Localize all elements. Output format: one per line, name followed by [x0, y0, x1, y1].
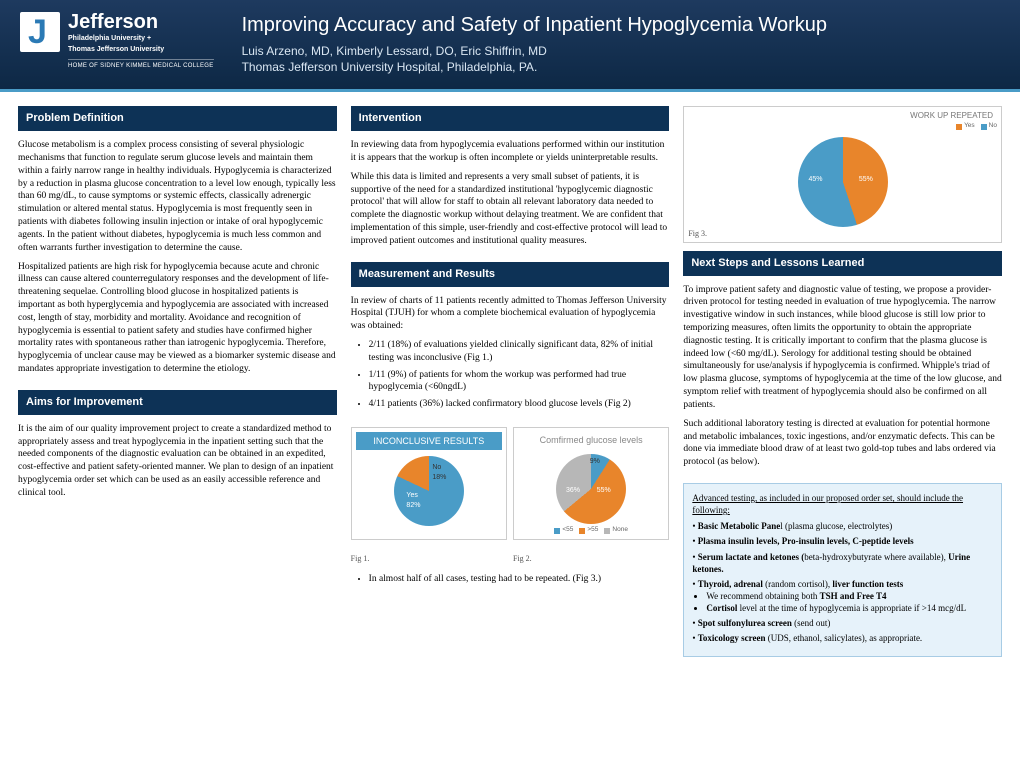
- aims-p1: It is the aim of our quality improvement…: [18, 423, 337, 500]
- chart-fig1: INCONCLUSIVE RESULTS Yes82% No18%: [351, 427, 507, 540]
- measurement-body: In review of charts of 11 patients recen…: [351, 295, 670, 416]
- problem-p1: Glucose metabolism is a complex process …: [18, 139, 337, 254]
- advanced-lead: Advanced testing, as included in our pro…: [692, 492, 993, 516]
- measure-b3: 4/11 patients (36%) lacked confirmatory …: [369, 398, 670, 411]
- intervention-body: In reviewing data from hypoglycemia eval…: [351, 139, 670, 254]
- fig2-legend: <55 >55 None: [554, 526, 628, 535]
- section-head-intervention: Intervention: [351, 106, 670, 131]
- fig2-caption: Fig 2.: [513, 554, 669, 565]
- advanced-testing-box: Advanced testing, as included in our pro…: [683, 483, 1002, 657]
- adv-i2: • Plasma insulin levels, Pro-insulin lev…: [692, 535, 993, 547]
- logo-sub1: Philadelphia University +: [68, 35, 214, 43]
- column-left: Problem Definition Glucose metabolism is…: [18, 106, 337, 656]
- fig3-legend: Yes No: [688, 122, 997, 131]
- poster-title: Improving Accuracy and Safety of Inpatie…: [242, 12, 1000, 39]
- fig2-lbl-c: 36%: [566, 486, 580, 495]
- fig1-title: INCONCLUSIVE RESULTS: [356, 432, 502, 450]
- fig1-lbl-yes: Yes82%: [406, 491, 420, 510]
- poster-authors: Luis Arzeno, MD, Kimberly Lessard, DO, E…: [242, 43, 1000, 59]
- charts-row: INCONCLUSIVE RESULTS Yes82% No18% Comfir…: [351, 427, 670, 540]
- fig1-caption: Fig 1.: [351, 554, 507, 565]
- adv-i4s1: We recommend obtaining both TSH and Free…: [706, 590, 993, 602]
- fig3-caption: Fig 3.: [688, 229, 997, 240]
- chart-fig2: Comfirmed glucose levels 9% 55% 36% <55 …: [513, 427, 669, 540]
- fig3-lbl-45: 45%: [808, 175, 822, 184]
- next-p2: Such additional laboratory testing is di…: [683, 418, 1002, 469]
- adv-i4s2: Cortisol level at the time of hypoglycem…: [706, 602, 993, 614]
- section-head-measurement: Measurement and Results: [351, 262, 670, 287]
- section-head-problem: Problem Definition: [18, 106, 337, 131]
- problem-body: Glucose metabolism is a complex process …: [18, 139, 337, 382]
- column-middle: Intervention In reviewing data from hypo…: [351, 106, 670, 656]
- logo-block: Jefferson Philadelphia University + Thom…: [20, 12, 214, 70]
- measure-b1: 2/11 (18%) of evaluations yielded clinic…: [369, 339, 670, 365]
- chart-fig3: WORK UP REPEATED Yes No 45% 55% Fig 3.: [683, 106, 1002, 242]
- section-head-next: Next Steps and Lessons Learned: [683, 251, 1002, 276]
- adv-i1: • Basic Metabolic Panel (plasma glucose,…: [692, 520, 993, 532]
- measure-b4: In almost half of all cases, testing had…: [369, 573, 670, 586]
- problem-p2: Hospitalized patients are high risk for …: [18, 261, 337, 376]
- next-body: To improve patient safety and diagnostic…: [683, 284, 1002, 475]
- logo-name: Jefferson: [68, 12, 214, 32]
- adv-i4: • Thyroid, adrenal (random cortisol), li…: [692, 578, 993, 614]
- fig2-title: Comfirmed glucose levels: [518, 432, 664, 448]
- measurement-bullets: 2/11 (18%) of evaluations yielded clinic…: [351, 339, 670, 411]
- title-block: Improving Accuracy and Safety of Inpatie…: [232, 12, 1000, 75]
- measurement-tail: In almost half of all cases, testing had…: [351, 573, 670, 590]
- adv-i5: • Spot sulfonylurea screen (send out): [692, 617, 993, 629]
- advanced-list: • Basic Metabolic Panel (plasma glucose,…: [692, 520, 993, 644]
- fig2-lbl-b: 55%: [597, 486, 611, 495]
- fig3-pie: 45% 55%: [798, 137, 888, 227]
- adv-i6: • Toxicology screen (UDS, ethanol, salic…: [692, 632, 993, 644]
- fig3-title: WORK UP REPEATED: [688, 111, 997, 122]
- aims-body: It is the aim of our quality improvement…: [18, 423, 337, 506]
- adv-i3: • Serum lactate and ketones (beta-hydrox…: [692, 551, 993, 575]
- jefferson-logo-icon: [20, 12, 60, 52]
- logo-sub2: Thomas Jefferson University: [68, 46, 214, 54]
- fig2-pie: 9% 55% 36%: [556, 454, 626, 524]
- logo-text: Jefferson Philadelphia University + Thom…: [68, 12, 214, 70]
- column-right: WORK UP REPEATED Yes No 45% 55% Fig 3. N…: [683, 106, 1002, 656]
- poster-content: Problem Definition Glucose metabolism is…: [0, 92, 1020, 670]
- measure-b2: 1/11 (9%) of patients for whom the worku…: [369, 369, 670, 395]
- intervention-p2: While this data is limited and represent…: [351, 171, 670, 248]
- logo-tagline: HOME OF SIDNEY KIMMEL MEDICAL COLLEGE: [68, 59, 214, 70]
- fig3-lbl-55: 55%: [859, 175, 873, 184]
- section-head-aims: Aims for Improvement: [18, 390, 337, 415]
- poster-affiliation: Thomas Jefferson University Hospital, Ph…: [242, 59, 1000, 75]
- intervention-p1: In reviewing data from hypoglycemia eval…: [351, 139, 670, 165]
- measurement-p1: In review of charts of 11 patients recen…: [351, 295, 670, 333]
- poster-header: Jefferson Philadelphia University + Thom…: [0, 0, 1020, 92]
- fig1-lbl-no: No18%: [432, 463, 446, 482]
- next-p1: To improve patient safety and diagnostic…: [683, 284, 1002, 412]
- fig1-pie: Yes82% No18%: [394, 456, 464, 526]
- fig2-lbl-a: 9%: [590, 457, 600, 466]
